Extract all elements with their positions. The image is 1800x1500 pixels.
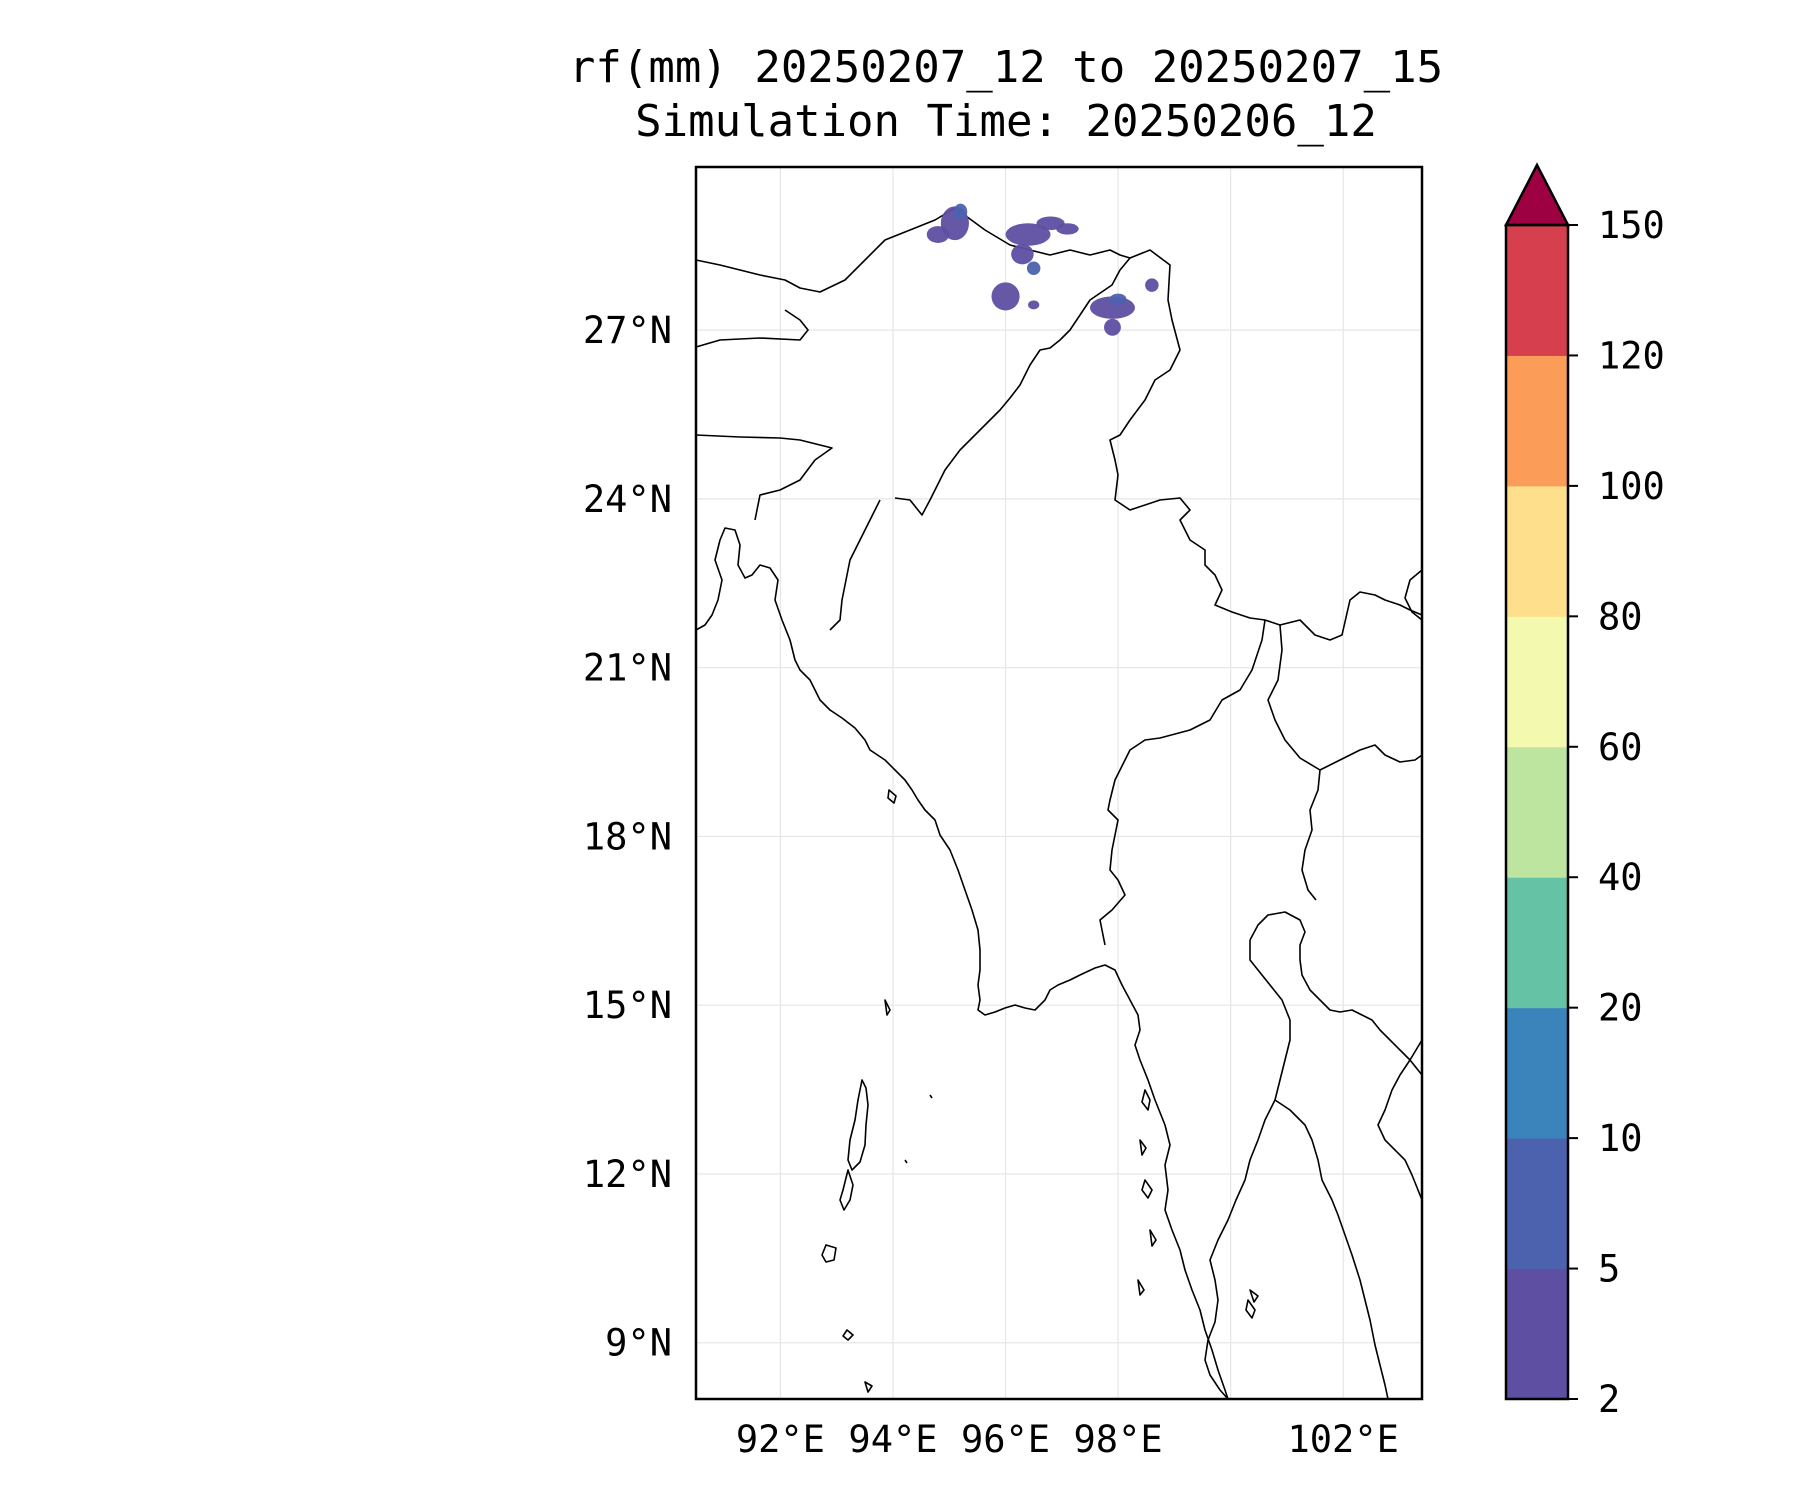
coast-cambodia-vietnam <box>1377 1039 1423 1201</box>
rainfall-patch-1 <box>926 226 950 243</box>
latitude-tick-labels: 27°N 24°N 21°N 18°N 15°N 12°N 9°N <box>583 309 672 1365</box>
island-andaman-middle <box>839 1169 854 1211</box>
border-bangladesh-north <box>695 434 833 521</box>
lon-label-92: 92°E <box>736 1418 825 1461</box>
map-title-line1: rf(mm) 20250207_12 to 20250207_15 <box>569 42 1443 93</box>
border-laos-cambodia <box>1301 769 1321 901</box>
rainfall-contours <box>926 203 1159 336</box>
colorbar-outline <box>1504 223 1570 1401</box>
map-panel <box>694 165 1424 1401</box>
lat-label-15: 15°N <box>583 984 672 1027</box>
coastlines-and-borders <box>695 207 1423 1400</box>
map-frame <box>694 165 1424 1401</box>
lon-label-94: 94°E <box>848 1418 937 1461</box>
rainfall-patch-7 <box>1026 261 1041 276</box>
border-myanmar-china-east <box>894 257 1131 516</box>
island-preparis <box>884 999 891 1016</box>
coast-thailand-malay <box>1204 940 1291 1400</box>
coast-myanmar-west <box>781 619 1229 1400</box>
island-mergui-e <box>1137 1279 1145 1296</box>
border-laos-thailand <box>1099 619 1266 946</box>
map-background <box>696 167 1422 1399</box>
island-little-andaman <box>821 1244 837 1263</box>
colorbar-segment-5-10 <box>1506 1138 1568 1270</box>
coast-peninsula-east <box>1274 1099 1389 1400</box>
border-china-east <box>1109 249 1423 641</box>
colorbar-segment-80-100 <box>1506 485 1568 617</box>
colorbar-segment-40-60 <box>1506 746 1568 878</box>
colorbar-label-5: 5 <box>1598 1248 1620 1291</box>
rainfall-patch-12 <box>1104 318 1121 336</box>
colorbar-segment-120-150 <box>1506 225 1568 356</box>
island-phuket <box>1245 1299 1256 1319</box>
lat-label-24: 24°N <box>583 478 672 521</box>
colorbar-label-2: 2 <box>1598 1378 1620 1421</box>
island-mergui-d <box>1149 1229 1157 1247</box>
colorbar-label-150: 150 <box>1598 204 1665 247</box>
border-myanmar-west <box>829 499 881 631</box>
island-mergui-a <box>1141 1089 1151 1111</box>
map-title-line2: Simulation Time: 20250206_12 <box>635 96 1377 147</box>
longitude-tick-labels: 92°E 94°E 96°E 98°E 102°E <box>736 1418 1399 1461</box>
island-cheduba <box>887 789 897 804</box>
colorbar-label-20: 20 <box>1598 987 1643 1030</box>
island-narcondam <box>929 1094 933 1099</box>
colorbar-label-40: 40 <box>1598 856 1643 899</box>
colorbar-segment-100-120 <box>1506 355 1568 487</box>
island-andaman-north <box>847 1079 869 1171</box>
island-mergui-b <box>1139 1139 1147 1156</box>
lat-label-21: 21°N <box>583 647 672 690</box>
border-tibet-india-north <box>695 207 956 293</box>
lon-label-98: 98°E <box>1074 1418 1163 1461</box>
lat-label-12: 12°N <box>583 1153 672 1196</box>
coast-gulf-thailand <box>1249 911 1423 1076</box>
colorbar-segment-60-80 <box>1506 616 1568 748</box>
lat-label-27: 27°N <box>583 309 672 352</box>
lon-label-96: 96°E <box>961 1418 1050 1461</box>
coast-bangladesh <box>695 527 783 631</box>
lat-label-18: 18°N <box>583 815 672 858</box>
colorbar-segment-2-5 <box>1506 1268 1568 1400</box>
rainfall-patch-11 <box>1109 293 1127 305</box>
rainfall-patch-9 <box>1028 300 1040 310</box>
island-samui <box>1249 1289 1259 1303</box>
colorbar-extend-arrow <box>1503 162 1571 227</box>
lon-label-102: 102°E <box>1288 1418 1399 1461</box>
border-bhutan-assam <box>695 309 809 348</box>
rainfall-patch-3 <box>1005 223 1051 246</box>
gridlines <box>696 167 1422 1399</box>
rainfall-patch-13 <box>1145 278 1159 292</box>
island-mergui-c <box>1141 1179 1153 1199</box>
colorbar: 2 5 10 20 40 60 80 100 120 150 <box>1503 162 1665 1421</box>
lat-label-9: 9°N <box>605 1322 672 1365</box>
rainfall-patch-8 <box>991 282 1020 311</box>
colorbar-label-100: 100 <box>1598 465 1665 508</box>
rainfall-patch-6 <box>1011 244 1034 265</box>
coast-vietnam-north <box>1404 569 1423 621</box>
island-barren <box>904 1159 908 1164</box>
colorbar-label-60: 60 <box>1598 726 1643 769</box>
colorbar-label-120: 120 <box>1598 334 1665 377</box>
border-myanmar-north <box>954 207 1131 259</box>
island-nicobar-south <box>864 1381 873 1393</box>
island-car-nicobar <box>842 1329 854 1341</box>
colorbar-segment-10-20 <box>1506 1007 1568 1139</box>
rainfall-patch-2 <box>953 203 968 221</box>
colorbar-label-80: 80 <box>1598 595 1643 638</box>
colorbar-segment-20-40 <box>1506 877 1568 1009</box>
rainfall-patch-5 <box>1056 223 1079 235</box>
colorbar-label-10: 10 <box>1598 1117 1643 1160</box>
